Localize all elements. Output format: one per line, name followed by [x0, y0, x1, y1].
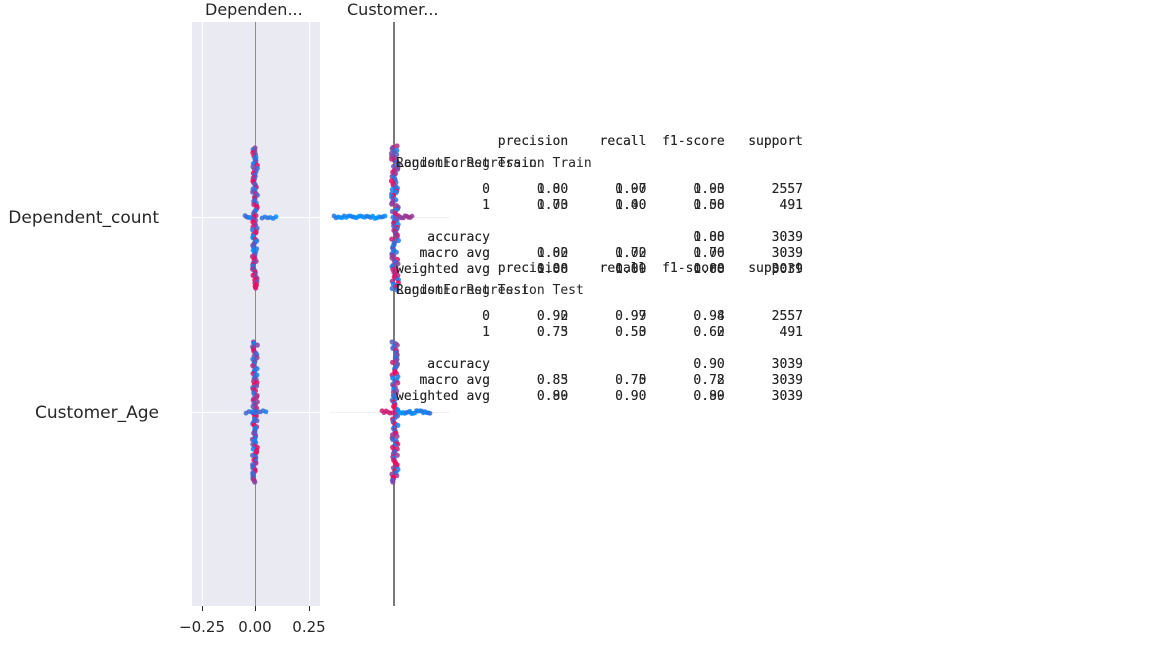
report-1-table-b: precision recall f1-score support 0 0.80…	[396, 134, 803, 277]
x-tick-mark-1	[202, 606, 203, 611]
swarm-point-95	[259, 215, 265, 221]
swarm-point-392	[394, 433, 400, 439]
swarm-point-345	[390, 359, 396, 365]
panel-title-1: Dependen...	[205, 0, 303, 19]
swarm-point-212	[391, 163, 397, 169]
y-label-dependent-count: Dependent_count	[8, 208, 159, 228]
plot-area-1	[192, 22, 320, 606]
swarm-point-331	[409, 213, 415, 219]
swarm-point-197	[263, 409, 269, 415]
swarm-point-296	[389, 285, 395, 292]
swarm-point-99	[247, 215, 253, 220]
gridline-x-1	[202, 22, 203, 606]
x-tick-label-1: −0.25	[179, 618, 225, 636]
report-2-table-a: precision recall f1-score support 0 0.92…	[396, 261, 803, 404]
gridline-y-p2-1	[330, 217, 450, 218]
zero-line-2	[393, 22, 395, 606]
report-1-table-a: precision recall f1-score support 0 1.00…	[396, 134, 803, 277]
report-1-label-a: Logistic Regression Train	[396, 156, 592, 171]
x-tick-label-2: 0.00	[238, 618, 272, 636]
x-tick-mark-3	[309, 606, 310, 611]
swarm-point-238	[389, 201, 395, 207]
swarm-point-358	[395, 380, 401, 386]
x-tick-label-3: 0.25	[292, 618, 326, 636]
zero-line-1	[255, 22, 256, 606]
report-1-label-b: RandomForest Train	[396, 156, 537, 171]
report-2-label-b: RandomForest Test	[396, 283, 530, 298]
gridline-x-3	[309, 22, 310, 606]
swarm-point-323	[382, 213, 388, 219]
swarm-point-228	[389, 187, 395, 193]
swarm-point-279	[395, 261, 401, 267]
swarm-point-404	[394, 452, 400, 458]
swarm-point-441	[427, 410, 433, 416]
swarm-point-421	[390, 479, 396, 485]
report-2-table-b: precision recall f1-score support 0 0.90…	[396, 261, 803, 404]
swarm-point-89	[253, 285, 259, 291]
swarm-point-189	[252, 479, 258, 485]
swarm-point-198	[394, 143, 400, 149]
swarm-point-102	[254, 342, 260, 348]
panel-title-2: Customer...	[347, 0, 439, 19]
swarm-point-297	[394, 287, 400, 293]
x-tick-mark-2	[255, 606, 256, 611]
report-2-label-a: Logistic Regression Test	[396, 283, 584, 298]
swarm-point-446	[387, 410, 393, 416]
swarm-point-271	[393, 249, 399, 255]
y-label-customer-age: Customer_Age	[35, 403, 159, 423]
